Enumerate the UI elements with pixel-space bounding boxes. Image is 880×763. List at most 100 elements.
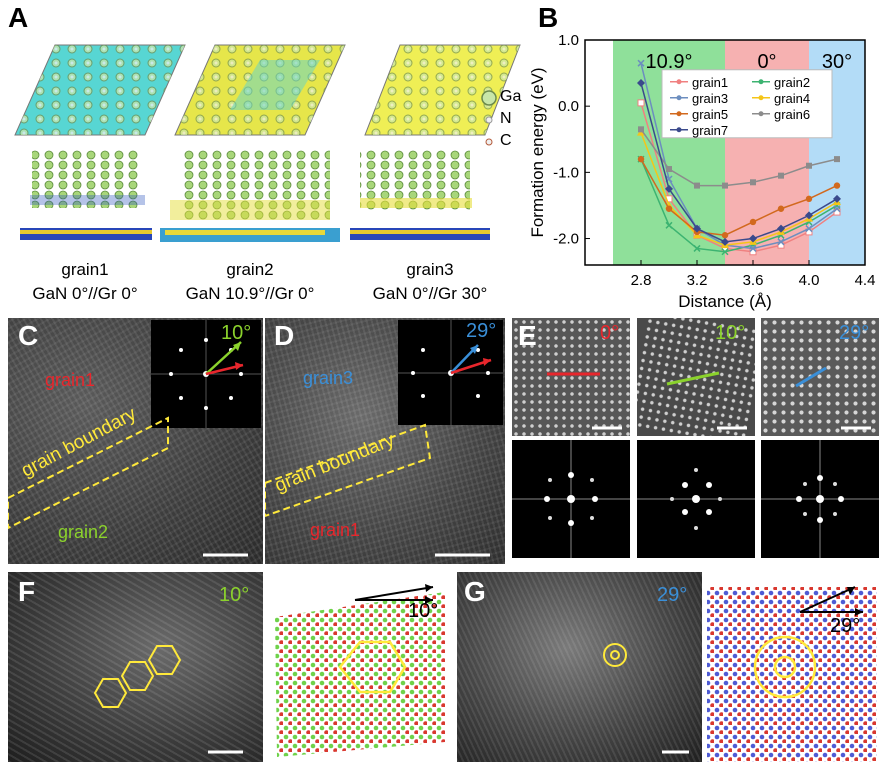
atom-label-ga: Ga [500,88,522,105]
point-grain7-1 [665,184,673,193]
legend-label-grain4: grain4 [774,91,810,106]
series-line-grain5 [640,158,838,236]
grain3-side-view [350,150,490,240]
point-grain5-4 [749,218,757,226]
grain-boundary-lines-d [265,423,432,518]
legend-marker-grain5 [676,111,682,117]
legend-marker-grain7 [676,127,682,133]
grain1-name: grain1 [61,260,109,279]
point-grain5-7 [833,182,841,189]
panel-g-image [457,572,702,762]
y-tick-label-2: -1.0 [553,164,579,181]
point-grain5-6 [805,195,813,203]
formation-energy-chart: 10.9° 0° 30° 2.8 3.2 3.6 4.0 4.4 1.0 0.0 -1.0 -2.0 D… [528,32,875,311]
panel-e-angle-2: 29° [839,322,870,344]
ga-atom-icon [481,90,497,106]
y-tick-label-0: 1.0 [558,32,579,49]
ring-overlay-outer [603,643,627,667]
panel-e-fft-1 [637,440,755,558]
panel-f-image [8,572,263,762]
chart-region-label-0: 10.9° [646,51,693,73]
point-grain6-5 [778,172,784,179]
panel-e-angle-1: 10° [715,322,746,344]
panel-c-fft-inset [151,320,261,428]
panel-c-grain-top: grain1 [45,370,96,390]
panel-g-letter: G [464,576,486,607]
panel-e-image-2 [761,318,879,436]
legend-label-grain3: grain3 [692,91,728,106]
panel-f-model-angle: 10° [408,600,439,622]
panel-g-model-angle: 29° [830,615,861,637]
atom-label-n: N [500,110,512,127]
c-atom-icon [485,138,493,146]
point-grain6-3 [722,182,728,189]
panel-d-angle: 29° [466,320,497,342]
point-grain7-7 [833,194,841,203]
panel-a-letter: A [8,2,29,33]
point-grain7-3 [721,237,729,246]
panel-f-angle: 10° [219,584,250,606]
chart-region-label-1: 0° [757,51,776,73]
point-grain5-3 [721,232,729,239]
point-grain2-3 [721,248,729,256]
point-grain3-0 [637,59,645,67]
series-line-grain6 [640,128,838,187]
point-grain6-7 [834,156,840,163]
legend-marker-grain1 [676,79,682,85]
grain2-side-view [160,150,340,242]
point-grain7-4 [749,234,757,243]
series-line-grain2 [640,158,838,253]
point-grain7-5 [777,224,785,233]
panel-e-image-0 [512,318,630,436]
y-axis-label: Formation energy (eV) [528,67,547,237]
legend-label-grain7: grain7 [692,123,728,138]
chart-legend-box [661,69,833,139]
point-grain6-2 [694,182,700,189]
point-grain6-1 [666,166,672,173]
legend-marker-grain6 [758,111,764,117]
point-grain7-0 [637,79,645,88]
point-grain2-1 [665,221,673,229]
legend-label-grain5: grain5 [692,107,728,122]
series-line-grain3 [640,62,838,250]
y-tick-label-1: 0.0 [558,98,579,115]
legend-marker-grain4 [758,95,764,101]
panel-g-angle: 29° [657,584,688,606]
panel-d-fft-inset [398,320,503,425]
point-grain3-4 [749,244,757,252]
panel-c-grain-bottom: grain2 [58,522,109,542]
hexagon-overlays [93,645,182,708]
panel-d-letter: D [274,320,295,351]
panel-f-letter: F [18,576,36,607]
panel-d-image [265,318,505,564]
point-grain3-5 [777,238,785,246]
x-tick-label-2: 3.6 [743,272,764,289]
series-line-grain7 [640,82,838,243]
panel-e-fft-0 [512,440,630,558]
point-grain1-0 [637,99,645,107]
x-tick-label-3: 4.0 [799,272,820,289]
point-grain7-2 [693,224,701,233]
chart-region-label-2: 30° [822,51,852,73]
x-tick-label-0: 2.8 [631,272,652,289]
panel-d-grain-top: grain3 [303,368,354,388]
legend-marker-grain3 [676,95,682,101]
grain1-caption: GaN 0°//Gr 0° [32,284,138,303]
point-grain5-5 [777,205,785,212]
legend-label-grain6: grain6 [774,107,810,122]
point-grain5-0 [637,155,645,163]
point-grain6-4 [750,179,756,186]
chart-frame [584,39,866,266]
panel-g-model [707,586,877,762]
panel-c-letter: C [18,320,39,351]
panel-e-fft-2 [761,440,879,558]
ring-overlay-inner [610,650,620,660]
point-grain6-6 [806,162,812,169]
panel-f-model [275,584,445,757]
y-tick-label-3: -2.0 [553,231,579,248]
panel-c-image [8,318,263,564]
panel-a-structures [14,44,521,242]
n-atom-icon [485,116,493,124]
point-grain7-6 [805,211,813,220]
point-grain2-2 [693,244,701,252]
